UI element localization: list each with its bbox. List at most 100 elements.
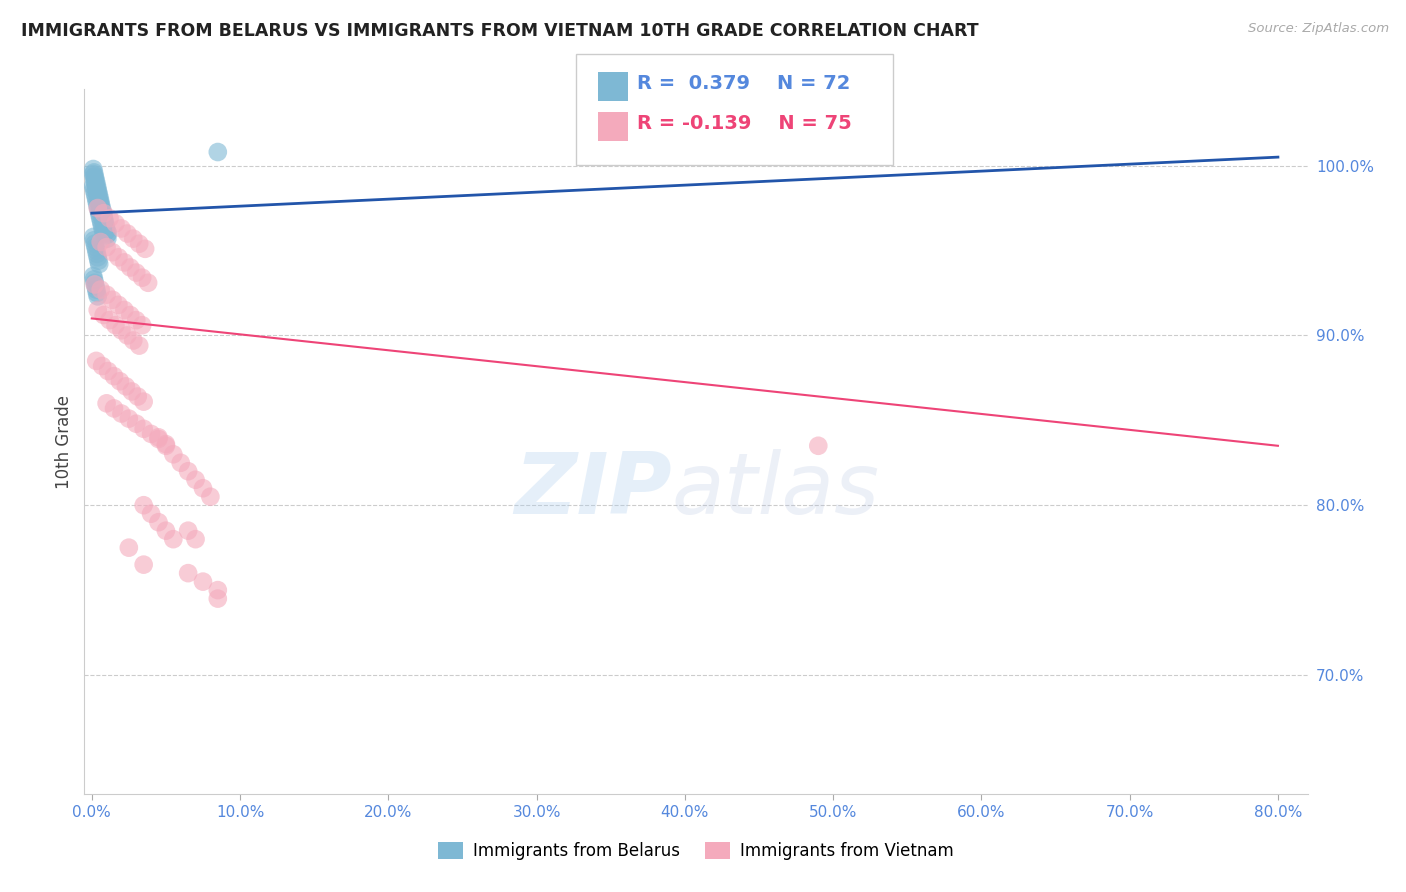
Point xyxy=(84,178,107,192)
Point xyxy=(98,313,121,327)
Point xyxy=(90,201,112,215)
Point xyxy=(93,213,115,227)
Point xyxy=(191,574,214,589)
Point xyxy=(83,174,105,188)
Point xyxy=(118,411,141,425)
Text: R = -0.139    N = 75: R = -0.139 N = 75 xyxy=(637,114,852,133)
Point xyxy=(177,464,200,478)
Point xyxy=(132,422,155,436)
Point xyxy=(207,591,229,606)
Point xyxy=(84,180,107,194)
Point xyxy=(131,270,153,285)
Point xyxy=(139,507,162,521)
Point xyxy=(184,473,207,487)
Point xyxy=(82,230,104,244)
Point xyxy=(91,359,114,373)
Point xyxy=(127,390,149,404)
Point xyxy=(84,193,107,207)
Point xyxy=(148,432,170,446)
Point xyxy=(84,244,107,258)
Point xyxy=(87,186,110,200)
Point xyxy=(112,255,135,269)
Text: R =  0.379    N = 72: R = 0.379 N = 72 xyxy=(637,74,851,93)
Point xyxy=(125,313,148,327)
Point xyxy=(90,204,112,219)
Point xyxy=(115,379,138,393)
Point xyxy=(184,532,207,546)
Point xyxy=(101,245,124,260)
Point xyxy=(110,407,132,421)
Point xyxy=(86,187,108,202)
Point xyxy=(82,161,104,176)
Point xyxy=(90,196,112,211)
Point xyxy=(86,285,108,300)
Point xyxy=(91,206,114,220)
Point xyxy=(84,283,107,297)
Point xyxy=(93,214,115,228)
Point xyxy=(103,369,125,384)
Point xyxy=(91,223,114,237)
Point xyxy=(103,401,125,416)
Point xyxy=(122,334,145,348)
Point xyxy=(162,532,184,546)
Y-axis label: 10th Grade: 10th Grade xyxy=(55,394,73,489)
Point xyxy=(207,583,229,598)
Point xyxy=(87,202,110,217)
Point xyxy=(90,213,112,227)
Point xyxy=(94,221,117,235)
Point xyxy=(83,169,105,183)
Point xyxy=(82,179,104,194)
Point xyxy=(90,216,112,230)
Point xyxy=(104,216,127,230)
Point xyxy=(86,289,108,303)
Point xyxy=(170,456,193,470)
Point xyxy=(97,227,120,241)
Point xyxy=(136,276,159,290)
Point xyxy=(86,250,108,264)
Point xyxy=(86,302,108,317)
Point xyxy=(93,218,115,232)
Point xyxy=(84,279,107,293)
Point xyxy=(132,558,155,572)
Point xyxy=(110,221,132,235)
Point xyxy=(93,206,115,220)
Point xyxy=(89,197,111,211)
Point xyxy=(118,541,141,555)
Point xyxy=(83,170,105,185)
Point xyxy=(84,354,107,368)
Text: Source: ZipAtlas.com: Source: ZipAtlas.com xyxy=(1249,22,1389,36)
Point xyxy=(83,236,105,251)
Point xyxy=(84,176,107,190)
Point xyxy=(86,196,108,211)
Point xyxy=(128,338,150,352)
Point xyxy=(139,426,162,441)
Point xyxy=(110,323,132,337)
Point xyxy=(128,236,150,251)
Point xyxy=(132,394,155,409)
Point xyxy=(125,417,148,431)
Point xyxy=(89,194,111,209)
Point xyxy=(91,219,114,234)
Point xyxy=(207,145,229,159)
Point xyxy=(120,260,142,275)
Point xyxy=(91,202,114,217)
Point xyxy=(89,193,111,207)
Point xyxy=(96,287,118,301)
Point xyxy=(117,328,139,343)
Point xyxy=(101,293,124,307)
Point xyxy=(177,566,200,581)
Legend: Immigrants from Belarus, Immigrants from Vietnam: Immigrants from Belarus, Immigrants from… xyxy=(432,835,960,867)
Point xyxy=(86,179,108,194)
Point xyxy=(94,225,117,239)
Point xyxy=(125,266,148,280)
Text: IMMIGRANTS FROM BELARUS VS IMMIGRANTS FROM VIETNAM 10TH GRADE CORRELATION CHART: IMMIGRANTS FROM BELARUS VS IMMIGRANTS FR… xyxy=(21,22,979,40)
Point xyxy=(155,524,177,538)
Point xyxy=(107,250,129,264)
Point xyxy=(86,201,108,215)
Point xyxy=(96,240,118,254)
Point xyxy=(112,302,135,317)
Point xyxy=(120,308,142,322)
Point xyxy=(82,268,104,283)
Point xyxy=(83,165,105,179)
Point xyxy=(83,186,105,200)
